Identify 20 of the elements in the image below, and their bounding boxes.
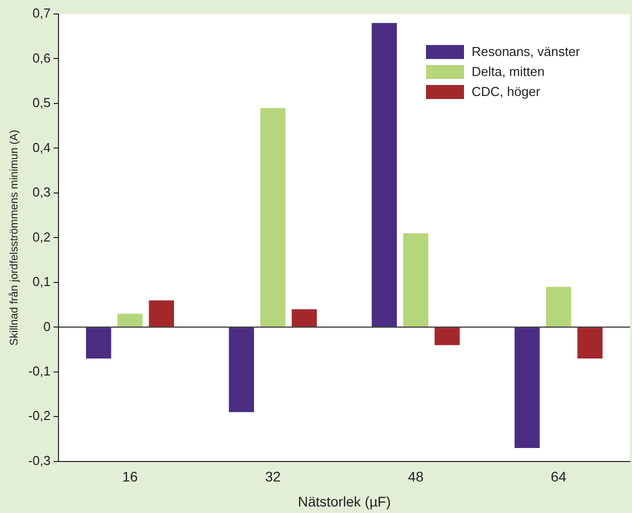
legend-label: CDC, höger (472, 84, 540, 99)
x-tick-label: 32 (265, 468, 281, 485)
y-tick-label: 0,5 (32, 95, 51, 110)
x-tick-label: 16 (122, 468, 138, 485)
x-tick-label: 64 (550, 468, 567, 485)
y-tick-label: -0,2 (28, 408, 51, 424)
y-tick-label: 0,2 (32, 229, 51, 244)
y-tick-label: 0 (43, 318, 51, 334)
y-tick-label: 0,6 (32, 50, 51, 66)
y-tick-label: 0,7 (32, 6, 51, 21)
y-tick-label: 0,3 (32, 184, 51, 200)
y-axis-title: Skillnad från jordfelsströmmens minimun (A) (8, 130, 21, 346)
y-tick-label: -0,1 (28, 364, 51, 378)
y-tick-label: 0,1 (32, 274, 51, 290)
x-axis-title: Nätstorlek (µF) (298, 493, 391, 510)
y-tick-label: -0,3 (28, 452, 51, 468)
x-tick-label: 48 (408, 468, 424, 485)
legend-label: Resonans, vänster (472, 44, 580, 59)
y-tick-label: 0,4 (32, 140, 51, 155)
legend-label: Delta, mitten (472, 64, 545, 79)
